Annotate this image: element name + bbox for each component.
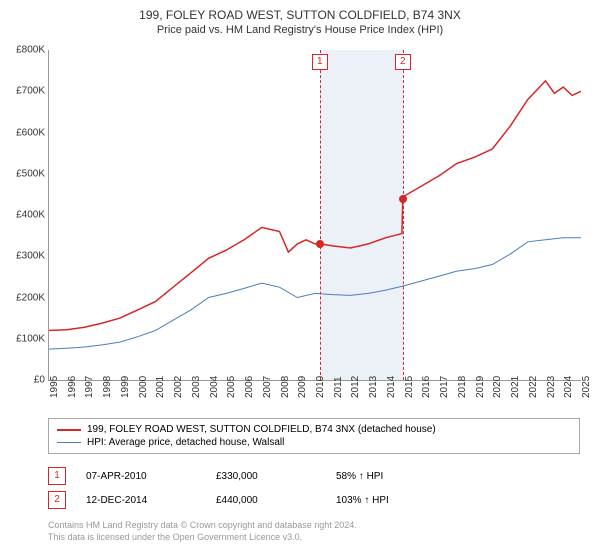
x-tick-label: 2005 bbox=[226, 376, 237, 398]
sale-marker-2: 2 bbox=[48, 491, 66, 509]
x-tick-label: 2009 bbox=[297, 376, 308, 398]
legend-swatch-property bbox=[57, 429, 81, 431]
sale-rows: 1 07-APR-2010 £330,000 58% ↑ HPI 2 12-DE… bbox=[48, 464, 580, 512]
sale-marker-1: 1 bbox=[48, 467, 66, 485]
sale-date-2: 12-DEC-2014 bbox=[86, 495, 196, 506]
y-tick-label: £0 bbox=[34, 375, 45, 386]
sale-date-1: 07-APR-2010 bbox=[86, 471, 196, 482]
sale-row-2: 2 12-DEC-2014 £440,000 103% ↑ HPI bbox=[48, 488, 580, 512]
chart-plot-area: £0£100K£200K£300K£400K£500K£600K£700K£80… bbox=[48, 50, 581, 381]
chart-lines-svg bbox=[49, 50, 581, 380]
title-main: 199, FOLEY ROAD WEST, SUTTON COLDFIELD, … bbox=[0, 8, 600, 22]
x-tick-label: 2024 bbox=[563, 376, 574, 398]
sale-price-1: £330,000 bbox=[216, 471, 316, 482]
x-tick-label: 2017 bbox=[439, 376, 450, 398]
x-tick-label: 2001 bbox=[155, 376, 166, 398]
x-tick-label: 2018 bbox=[457, 376, 468, 398]
legend-label-property: 199, FOLEY ROAD WEST, SUTTON COLDFIELD, … bbox=[87, 424, 436, 435]
x-tick-label: 2014 bbox=[386, 376, 397, 398]
x-tick-label: 2008 bbox=[280, 376, 291, 398]
x-tick-label: 2013 bbox=[368, 376, 379, 398]
y-tick-label: £100K bbox=[16, 333, 45, 344]
x-tick-label: 2021 bbox=[510, 376, 521, 398]
footer-line-2: This data is licensed under the Open Gov… bbox=[48, 532, 580, 544]
x-tick-label: 1997 bbox=[84, 376, 95, 398]
x-tick-label: 1999 bbox=[120, 376, 131, 398]
x-tick-label: 1996 bbox=[67, 376, 78, 398]
marker-line-1 bbox=[320, 50, 321, 380]
sale-point-2 bbox=[399, 195, 407, 203]
legend-swatch-hpi bbox=[57, 442, 81, 444]
x-tick-label: 2012 bbox=[350, 376, 361, 398]
sale-hpi-1: 58% ↑ HPI bbox=[336, 471, 383, 482]
x-tick-label: 2000 bbox=[138, 376, 149, 398]
y-tick-label: £700K bbox=[16, 86, 45, 97]
legend-row-property: 199, FOLEY ROAD WEST, SUTTON COLDFIELD, … bbox=[57, 423, 571, 436]
sale-row-1: 1 07-APR-2010 £330,000 58% ↑ HPI bbox=[48, 464, 580, 488]
legend-row-hpi: HPI: Average price, detached house, Wals… bbox=[57, 436, 571, 449]
x-tick-label: 2004 bbox=[209, 376, 220, 398]
y-tick-label: £800K bbox=[16, 45, 45, 56]
sale-hpi-2: 103% ↑ HPI bbox=[336, 495, 389, 506]
legend-box: 199, FOLEY ROAD WEST, SUTTON COLDFIELD, … bbox=[48, 418, 580, 454]
y-tick-label: £600K bbox=[16, 127, 45, 138]
chart-title-area: 199, FOLEY ROAD WEST, SUTTON COLDFIELD, … bbox=[0, 0, 600, 36]
y-tick-label: £300K bbox=[16, 251, 45, 262]
sale-point-1 bbox=[316, 240, 324, 248]
x-tick-label: 2002 bbox=[173, 376, 184, 398]
x-tick-label: 2019 bbox=[475, 376, 486, 398]
x-tick-label: 2011 bbox=[333, 376, 344, 398]
x-tick-label: 2020 bbox=[492, 376, 503, 398]
marker-box-1: 1 bbox=[312, 54, 328, 70]
footer-text: Contains HM Land Registry data © Crown c… bbox=[48, 520, 580, 543]
x-tick-label: 2025 bbox=[581, 376, 592, 398]
legend-label-hpi: HPI: Average price, detached house, Wals… bbox=[87, 437, 284, 448]
sale-price-2: £440,000 bbox=[216, 495, 316, 506]
title-sub: Price paid vs. HM Land Registry's House … bbox=[0, 24, 600, 36]
y-tick-label: £400K bbox=[16, 210, 45, 221]
x-tick-label: 2015 bbox=[404, 376, 415, 398]
x-tick-label: 2022 bbox=[528, 376, 539, 398]
marker-box-2: 2 bbox=[395, 54, 411, 70]
x-tick-label: 2007 bbox=[262, 376, 273, 398]
marker-line-2 bbox=[403, 50, 404, 380]
x-tick-label: 1995 bbox=[49, 376, 60, 398]
x-tick-label: 2006 bbox=[244, 376, 255, 398]
x-tick-label: 2003 bbox=[191, 376, 202, 398]
y-tick-label: £200K bbox=[16, 292, 45, 303]
x-tick-label: 2023 bbox=[546, 376, 557, 398]
y-tick-label: £500K bbox=[16, 168, 45, 179]
x-tick-label: 1998 bbox=[102, 376, 113, 398]
footer-line-1: Contains HM Land Registry data © Crown c… bbox=[48, 520, 580, 532]
series-line-hpi bbox=[49, 238, 581, 349]
x-tick-label: 2016 bbox=[421, 376, 432, 398]
legend-and-footer: 199, FOLEY ROAD WEST, SUTTON COLDFIELD, … bbox=[48, 418, 580, 543]
